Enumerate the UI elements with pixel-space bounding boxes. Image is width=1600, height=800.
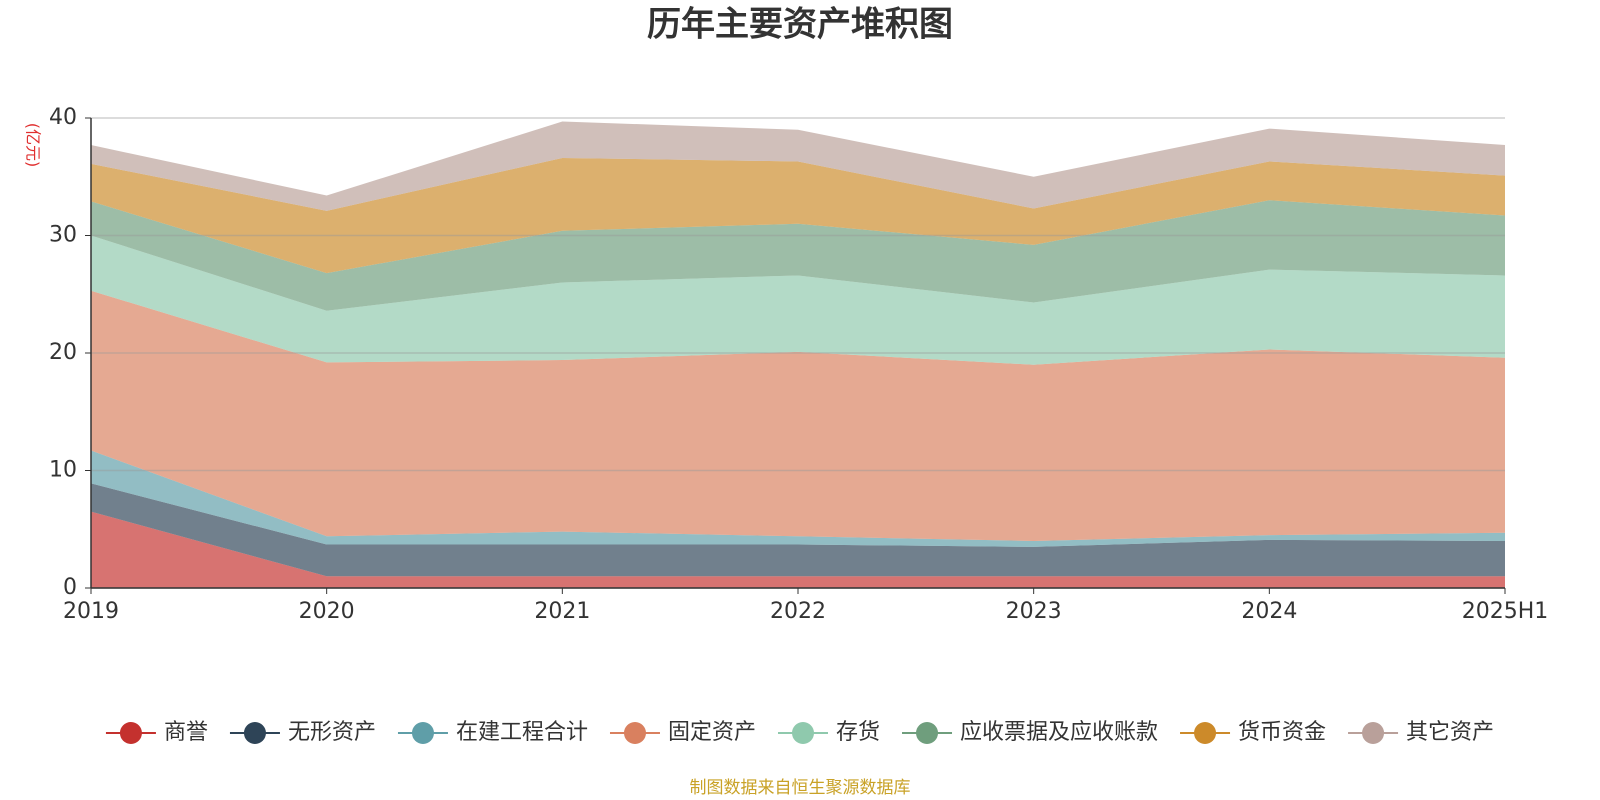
legend-marker <box>623 722 646 744</box>
x-tick-label: 2025H1 <box>1462 599 1549 624</box>
x-tick-label: 2022 <box>770 599 826 624</box>
area <box>91 235 1505 365</box>
x-tick-label: 2019 <box>63 599 119 624</box>
y-tick-label: 20 <box>49 340 77 365</box>
legend-item: 货币资金 <box>1180 720 1326 745</box>
legend-marker <box>1362 722 1385 744</box>
y-tick-label: 0 <box>63 575 77 600</box>
legend-marker <box>792 722 814 744</box>
legend-label: 应收票据及应收账款 <box>960 720 1158 745</box>
legend-label: 其它资产 <box>1406 720 1494 745</box>
area <box>91 290 1505 541</box>
source-note: 制图数据来自恒生聚源数据库 <box>690 778 911 798</box>
area <box>91 511 1505 588</box>
y-tick-label: 40 <box>49 105 77 130</box>
legend-item: 在建工程合计 <box>397 720 588 745</box>
legend-label: 存货 <box>836 720 880 745</box>
y-axis-label: (亿元) <box>24 123 43 168</box>
y-tick-label: 30 <box>49 223 77 248</box>
axes: 0 10 20 30 40 2019 2020 2021 2022 2023 2024 2025H1 <box>49 105 1548 624</box>
area <box>91 200 1505 311</box>
area <box>91 450 1505 547</box>
plot-area <box>91 121 1505 588</box>
legend: 商誉 无形资产 在建工程合计 固定资产 存货 应收票据及应收账款 货币资金 其它资产 <box>105 720 1494 745</box>
legend-marker <box>243 722 266 744</box>
legend-marker <box>411 722 434 744</box>
chart-title: 历年主要资产堆积图 <box>647 5 953 45</box>
area <box>91 121 1505 211</box>
legend-marker <box>916 722 939 744</box>
legend-item: 存货 <box>778 720 880 745</box>
legend-label: 在建工程合计 <box>456 720 588 745</box>
legend-item: 固定资产 <box>609 720 756 745</box>
legend-label: 商誉 <box>164 720 208 745</box>
legend-item: 无形资产 <box>229 720 376 745</box>
legend-label: 货币资金 <box>1238 720 1326 745</box>
legend-marker <box>1194 722 1217 744</box>
x-tick-label: 2023 <box>1006 599 1062 624</box>
x-tick-label: 2021 <box>534 599 590 624</box>
x-tick-label: 2024 <box>1241 599 1297 624</box>
x-tick-label: 2020 <box>299 599 355 624</box>
legend-item: 其它资产 <box>1348 720 1494 745</box>
area <box>91 157 1505 274</box>
area <box>91 483 1505 577</box>
legend-item: 商誉 <box>105 720 208 745</box>
y-tick-label: 10 <box>49 458 77 483</box>
legend-label: 无形资产 <box>288 720 376 745</box>
legend-item: 应收票据及应收账款 <box>902 720 1158 745</box>
legend-label: 固定资产 <box>668 720 756 745</box>
legend-marker <box>119 722 142 744</box>
